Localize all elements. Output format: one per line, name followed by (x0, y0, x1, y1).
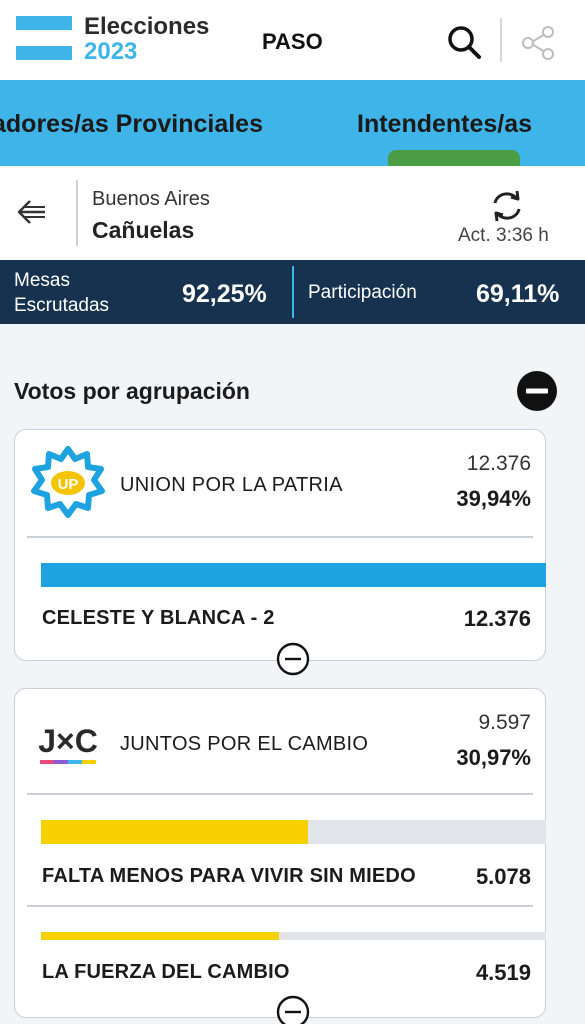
party-percent: 30,97% (456, 745, 531, 770)
location-header: Buenos Aires Cañuelas Act. 3:36 h (0, 166, 585, 260)
union-por-la-patria-logo: UP (31, 446, 105, 518)
brand-line-1: Elecciones (84, 13, 210, 40)
share-icon[interactable] (518, 22, 558, 62)
list-bar-track (41, 563, 546, 587)
elecciones-logo (16, 16, 72, 64)
up-logo-text: UP (58, 476, 79, 493)
collapse-card-icon[interactable] (276, 995, 310, 1024)
participation-value: 69,11% (476, 280, 560, 308)
search-icon[interactable] (444, 22, 484, 62)
jxc-logo-text: J×C (38, 723, 98, 759)
card-divider (27, 905, 533, 907)
collapse-all-icon[interactable] (516, 370, 558, 412)
app-header: Elecciones 2023 PASO (0, 0, 585, 80)
list-votes: 5.078 (475, 864, 531, 889)
tab-legisladores-provinciales[interactable]: adores/as Provinciales (0, 110, 263, 138)
party-name: UNION POR LA PATRIA (120, 474, 343, 496)
section-title: Votos por agrupación (14, 378, 250, 404)
stats-band: Mesas Escrutadas 92,25% Participación 69… (0, 260, 585, 324)
category-tabs: adores/as Provinciales Intendentes/as (0, 80, 585, 166)
mesas-label-line-2: Escrutadas (14, 295, 110, 316)
juntos-por-el-cambio-logo: J×C (38, 723, 98, 764)
list-bar-fill (41, 820, 309, 844)
list-votes: 12.376 (463, 606, 531, 631)
province-name: Buenos Aires (92, 188, 210, 210)
tab-intendentes[interactable]: Intendentes/as (357, 110, 533, 138)
refresh-icon[interactable] (487, 188, 527, 224)
location-divider (76, 180, 78, 246)
header-divider (500, 18, 502, 62)
mesas-label-line-1: Mesas (14, 270, 70, 291)
list-name: CELESTE Y BLANCA - 2 (42, 607, 275, 629)
mesas-escrutadas-label: Mesas Escrutadas (14, 268, 109, 318)
last-update-time: Act. 3:36 h (458, 225, 549, 246)
party-votes: 9.597 (478, 711, 531, 734)
party-card-juntos-por-el-cambio: J×C JUNTOS POR EL CAMBIO 9.597 30,97% FA… (14, 688, 546, 1024)
brand-line-2: 2023 (84, 38, 138, 65)
list-bar-track (41, 820, 546, 844)
active-tab-indicator (388, 150, 520, 166)
list-bar-fill (41, 563, 546, 587)
card-divider (27, 793, 533, 795)
election-type: PASO (262, 29, 323, 54)
card-divider (27, 536, 533, 538)
party-votes: 12.376 (466, 452, 531, 475)
party-name: JUNTOS POR EL CAMBIO (120, 733, 369, 755)
list-bar-fill (41, 932, 279, 940)
party-percent: 39,94% (456, 486, 531, 511)
party-card-union-por-la-patria: UP UNION POR LA PATRIA 12.376 39,94% CEL… (14, 429, 546, 676)
mesas-escrutadas-value: 92,25% (182, 280, 267, 308)
back-arrow-icon[interactable] (14, 194, 50, 230)
participation-label: Participación (308, 282, 417, 303)
municipality-name: Cañuelas (92, 217, 195, 243)
collapse-card-icon[interactable] (276, 642, 310, 676)
brand-title: Elecciones 2023 (84, 14, 209, 64)
list-name: FALTA MENOS PARA VIVIR SIN MIEDO (42, 865, 416, 887)
stats-divider (292, 266, 294, 318)
list-votes: 4.519 (475, 960, 531, 985)
list-name: LA FUERZA DEL CAMBIO (42, 961, 290, 983)
list-bar-track (41, 932, 546, 940)
